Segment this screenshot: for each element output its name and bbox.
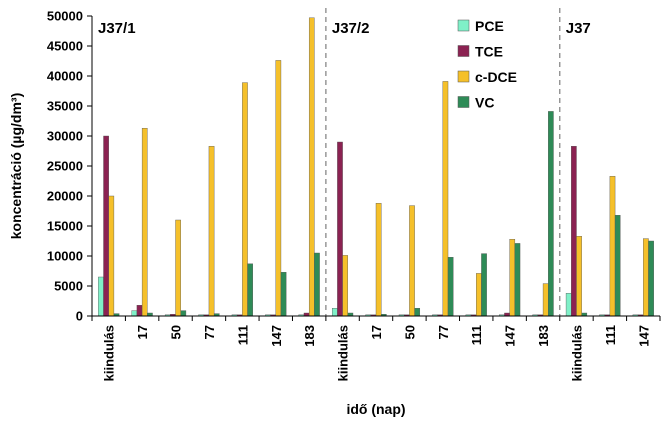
x-tick-label: 147 [269,325,284,347]
bar-pce-14 [565,293,572,317]
bar-c-dce-8 [375,202,382,317]
y-tick-label: 5000 [54,279,83,294]
x-tick-label: 183 [536,325,551,347]
x-axis-title: idő (nap) [346,401,405,417]
x-tick-label: 17 [135,325,150,339]
bar-tce-14 [571,145,577,317]
bar-c-dce-9 [409,205,415,317]
y-axis-ticks: 0 5000 10000 15000 20000 25000 30000 35000 40000… [47,9,92,324]
bar-vc-4 [247,263,253,317]
legend-swatch-pce [457,19,470,32]
legend-swatch-c-dce [457,70,470,83]
legend-label-tce: TCE [475,44,503,60]
bar-vc-16 [648,240,654,317]
legend-label-vc: VC [475,95,494,111]
bar-c-dce-4 [242,82,248,317]
x-tick-label: 147 [636,325,651,347]
bar-c-dce-14 [576,235,582,317]
bar-vc-5 [280,272,287,317]
y-tick-label: 50000 [47,9,83,24]
x-tick-label: kiindulás [102,325,117,381]
x-tick-label: 77 [202,325,217,339]
bar-tce-7 [337,141,343,317]
bar-pce-1 [131,310,138,317]
y-tick-label: 35000 [47,99,83,114]
bar-vc-12 [514,243,521,317]
y-tick-label: 25000 [47,159,83,174]
x-tick-label: 147 [503,325,518,347]
x-tick-label: kiindulás [336,325,351,381]
bar-tce-0 [103,135,109,317]
bar-c-dce-3 [208,145,215,317]
bar-vc-6 [314,252,320,317]
y-axis-title: koncentráció (µg/dm³) [8,93,24,240]
bar-c-dce-2 [175,219,181,317]
bar-c-dce-13 [542,283,549,317]
bar-vc-10 [447,257,454,317]
group-label: J37/2 [332,20,370,37]
x-tick-label: 17 [369,325,384,339]
bar-pce-0 [98,276,104,317]
y-tick-label: 0 [76,309,83,324]
bar-c-dce-15 [609,175,616,317]
y-tick-label: 10000 [47,249,83,264]
bar-vc-15 [614,214,621,317]
x-axis-ticks: kiindulás 17 50 77 111 147 183 kiindulás 17 50 77 1… [102,325,652,381]
x-tick-label: kiindulás [569,325,584,381]
legend-label-pce: PCE [475,18,504,34]
x-tick-label: 111 [235,325,250,345]
bar-vc-11 [481,253,487,317]
legend-swatch-tce [457,45,470,57]
bar-tce-1 [136,305,143,317]
group-labels: J37/1 J37/2 J37 [98,20,591,37]
bar-vc-9 [414,308,421,317]
x-tick-label: 50 [169,325,184,339]
bar-vc-13 [548,111,554,317]
y-tick-label: 15000 [47,219,83,234]
bar-c-dce-1 [141,127,148,317]
axes [91,16,661,321]
bar-c-dce-11 [476,273,482,317]
bar-c-dce-6 [308,17,315,317]
bar-vc-2 [180,310,187,317]
group-label: J37 [566,20,591,37]
y-tick-label: 40000 [47,69,83,84]
x-tick-label: 111 [469,325,484,345]
legend-label-c-dce: c-DCE [475,69,517,85]
x-tick-label: 50 [402,325,417,339]
bar-pce-7 [331,308,338,317]
bar-c-dce-10 [442,81,449,317]
y-tick-label: 45000 [47,39,83,54]
x-tick-label: 183 [302,325,317,347]
group-separators [325,8,561,316]
bar-c-dce-7 [342,255,348,317]
bar-c-dce-5 [275,60,282,317]
legend-swatch-vc [457,96,470,108]
bars [98,17,654,317]
bar-c-dce-16 [643,238,649,317]
y-tick-label: 20000 [47,189,83,204]
y-tick-label: 30000 [47,129,83,144]
group-label: J37/1 [98,20,136,37]
x-tick-label: 77 [436,325,451,339]
legend: PCE TCE c-DCE VC [457,18,517,111]
x-tick-label: 111 [603,325,618,345]
bar-c-dce-12 [509,238,516,317]
bar-c-dce-0 [108,195,115,317]
